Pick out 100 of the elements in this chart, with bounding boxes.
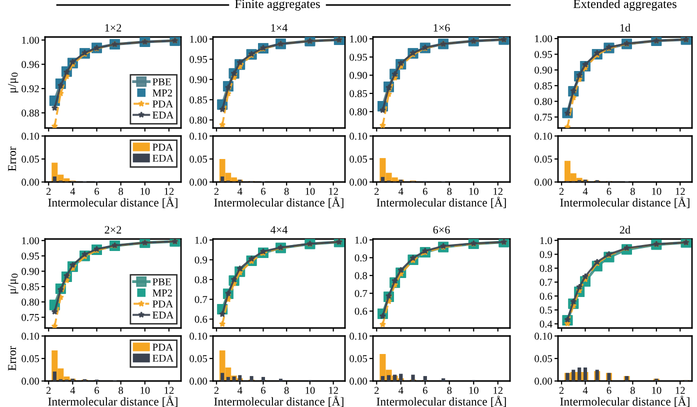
x-tick-label: 2 <box>46 386 51 394</box>
x-tick-label: 8 <box>118 188 124 195</box>
x-tick-label: 4 <box>582 188 588 195</box>
y-tick-label: 1.00 <box>535 35 552 42</box>
y-tick-label: 0.8 <box>194 276 208 284</box>
y-tick-label: 0.05 <box>350 355 368 362</box>
x-tick-label: 6 <box>422 386 428 394</box>
x-tick-label: 12 <box>676 188 685 195</box>
legend-label: PDA <box>152 300 174 308</box>
legend-label: PBE <box>152 78 171 86</box>
y-tick-label: 0.8 <box>540 264 552 272</box>
x-tick-label: 10 <box>306 188 315 195</box>
y-axis-title: Error <box>8 346 16 371</box>
y-tick-label: 0.00 <box>350 378 368 385</box>
x-tick-label: 6 <box>606 188 612 195</box>
x-axis-title: Intermolecular distance [Å] <box>560 196 690 208</box>
x-tick-label: 6 <box>422 188 428 195</box>
x-tick-label: 2 <box>374 386 379 394</box>
y-tick-label: 0.80 <box>22 298 40 306</box>
y-tick-label: 0.00 <box>22 178 40 186</box>
legend-label: EDA <box>152 112 174 119</box>
legend-label: PDA <box>152 344 174 351</box>
y-tick-label: 0.00 <box>534 178 552 186</box>
x-axis-title: Intermolecular distance [Å] <box>214 196 344 208</box>
chart-title: 1×2 <box>105 24 122 32</box>
y-tick-label: 0.05 <box>534 156 552 163</box>
y-tick-label: 1.00 <box>22 237 40 244</box>
x-tick-label: 6 <box>261 386 266 394</box>
x-axis-title: Intermolecular distance [Å] <box>214 396 344 407</box>
y-axis-title: μ/μ$_{0}$ <box>8 72 18 92</box>
legend-label: EDA <box>152 312 174 319</box>
x-tick-label: 8 <box>630 386 635 394</box>
x-tick-label: 12 <box>164 188 174 195</box>
x-tick-label: 4 <box>398 386 404 394</box>
x-tick-label: 2 <box>46 188 51 195</box>
x-axis-title: Intermolecular distance [Å] <box>48 196 178 208</box>
y-tick-label: 0.90 <box>534 66 552 74</box>
y-tick-label: 0.95 <box>350 54 368 61</box>
x-tick-label: 12 <box>164 386 174 394</box>
y-tick-label: 0.5 <box>540 306 552 314</box>
y-tick-label: 1.00 <box>190 36 208 43</box>
x-axis-title: Intermolecular distance [Å] <box>48 396 178 407</box>
y-tick-label: 0.95 <box>22 252 40 260</box>
x-tick-label: 10 <box>469 188 478 195</box>
y-tick-label: 0.85 <box>350 90 368 98</box>
y-tick-label: 0.05 <box>190 156 208 163</box>
x-tick-label: 8 <box>630 188 635 195</box>
x-tick-label: 6 <box>94 386 100 394</box>
chart-title: 2d <box>620 226 630 234</box>
y-tick-label: 0.00 <box>534 378 552 385</box>
y-tick-label: 0.90 <box>350 72 368 79</box>
x-tick-label: 12 <box>329 188 338 195</box>
y-tick-label: 0.85 <box>534 82 552 90</box>
legend-label: PDA <box>152 100 174 108</box>
x-tick-label: 6 <box>94 188 100 195</box>
x-tick-label: 2 <box>559 386 564 394</box>
x-tick-label: 12 <box>676 386 685 394</box>
x-tick-label: 8 <box>118 386 124 394</box>
y-tick-label: 1.0 <box>195 236 208 244</box>
chart-title: 1×4 <box>271 24 288 32</box>
y-tick-label: 0.9 <box>354 254 368 262</box>
y-tick-label: 0.05 <box>534 355 552 362</box>
x-tick-label: 10 <box>652 188 662 195</box>
legend-label: PBE <box>152 278 171 286</box>
y-tick-label: 0.8 <box>354 272 368 280</box>
y-tick-label: 0.6 <box>354 308 368 315</box>
y-tick-label: 0.75 <box>534 114 552 121</box>
y-tick-label: 0.80 <box>534 98 552 106</box>
y-tick-label: 0.6 <box>540 292 552 300</box>
chart-title: 2×2 <box>104 226 122 234</box>
x-tick-label: 8 <box>284 386 289 394</box>
y-tick-label: 0.9 <box>540 250 552 258</box>
y-tick-label: 1.0 <box>355 236 368 244</box>
y-tick-label: 0.10 <box>190 332 208 340</box>
x-axis-title: Intermolecular distance [Å] <box>560 396 690 407</box>
x-tick-label: 6 <box>606 386 612 394</box>
x-tick-label: 4 <box>237 386 242 394</box>
x-axis-title: Intermolecular distance [Å] <box>376 396 506 407</box>
y-tick-label: 1.00 <box>22 36 40 44</box>
y-tick-label: 0.85 <box>190 96 208 104</box>
y-tick-label: 0.00 <box>190 378 208 385</box>
y-tick-label: 0.90 <box>22 268 40 275</box>
x-tick-label: 4 <box>70 188 76 195</box>
y-tick-label: 1.0 <box>540 237 552 244</box>
x-tick-label: 4 <box>70 386 76 394</box>
chart-title: 6×6 <box>433 226 450 234</box>
x-tick-label: 4 <box>237 188 242 195</box>
y-tick-label: 0.10 <box>534 132 552 140</box>
y-axis-title: Error <box>8 146 16 172</box>
y-tick-label: 0.95 <box>534 50 552 58</box>
x-tick-label: 10 <box>140 386 150 394</box>
x-tick-label: 4 <box>582 386 588 394</box>
legend-label: EDA <box>152 354 174 362</box>
y-tick-label: 0.05 <box>22 156 40 163</box>
y-tick-label: 0.4 <box>540 320 552 328</box>
y-tick-label: 0.88 <box>22 110 40 117</box>
y-tick-label: 0.7 <box>194 296 208 304</box>
x-tick-label: 12 <box>494 188 503 195</box>
y-tick-label: 0.10 <box>190 132 208 140</box>
y-tick-label: 0.92 <box>22 85 39 92</box>
